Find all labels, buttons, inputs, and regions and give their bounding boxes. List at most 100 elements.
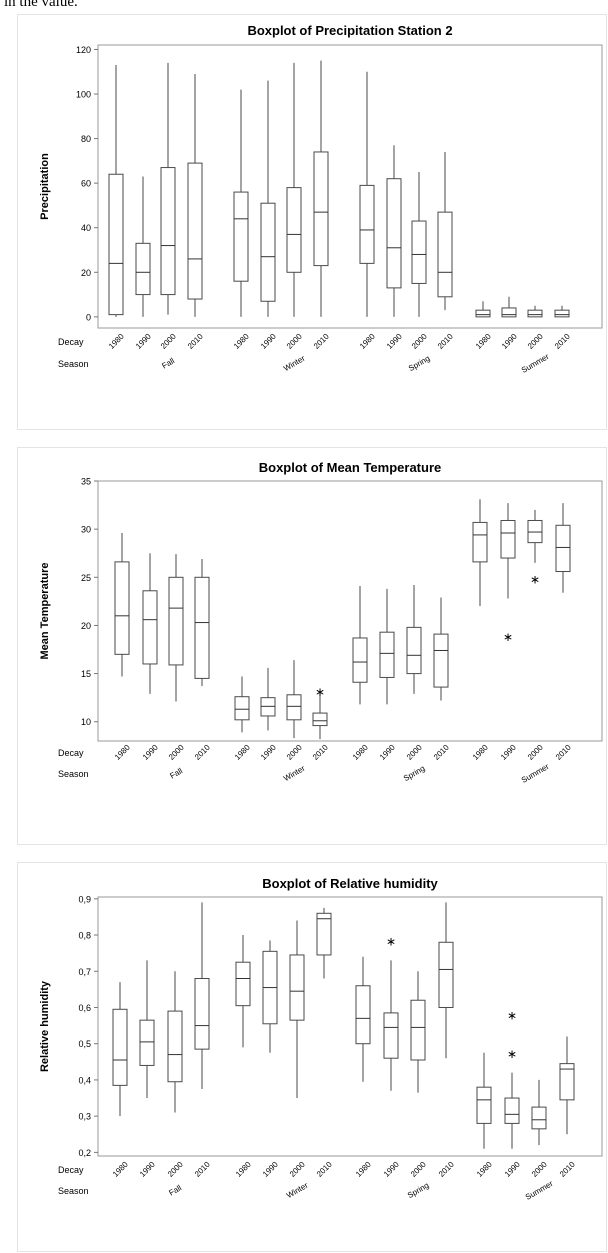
iqr-box xyxy=(500,519,516,559)
iqr-box xyxy=(437,211,453,298)
box-fall-1980 xyxy=(108,65,124,317)
decade-tick-label: 1990 xyxy=(141,742,160,761)
plot-area-frame xyxy=(97,896,603,1157)
box-summer-2000: ∗ xyxy=(527,509,543,586)
decade-tick-label: 1990 xyxy=(261,1159,280,1178)
iqr-box xyxy=(476,1086,492,1124)
iqr-box xyxy=(234,696,250,721)
y-tick-label: 0,7 xyxy=(78,967,91,977)
iqr-box xyxy=(352,637,368,683)
decade-tick-label: 2000 xyxy=(530,1159,549,1178)
box-winter-2010: ∗ xyxy=(312,685,328,740)
decade-tick-label: 1980 xyxy=(111,1159,130,1178)
plot-area-frame xyxy=(97,480,603,742)
iqr-box xyxy=(383,1012,399,1059)
iqr-box xyxy=(194,978,210,1050)
box-summer-2010 xyxy=(559,1036,575,1135)
box-summer-2000 xyxy=(531,1079,547,1146)
box-summer-1980 xyxy=(475,301,491,318)
decade-tick-label: 1980 xyxy=(232,331,251,350)
box-spring-1980 xyxy=(352,585,368,705)
decade-tick-label: 2010 xyxy=(432,742,451,761)
season-tick-label: Summer xyxy=(524,1179,555,1202)
box-fall-2000 xyxy=(167,971,183,1113)
decade-tick-label: 2010 xyxy=(186,331,205,350)
decade-tick-label: 1990 xyxy=(378,742,397,761)
season-tick-label: Summer xyxy=(520,762,551,785)
iqr-box xyxy=(531,1106,547,1130)
outlier-marker: ∗ xyxy=(386,934,396,948)
box-summer-2010 xyxy=(555,503,571,593)
humidity-boxplot: Boxplot of Relative humidity 0,2 0,3 0,4 0,5… xyxy=(39,876,603,1202)
y-tick-label: 10 xyxy=(81,717,91,727)
decade-tick-label: 1980 xyxy=(354,1159,373,1178)
iqr-box xyxy=(312,712,328,727)
decade-tick-label: 1990 xyxy=(500,331,519,350)
box-spring-1980 xyxy=(355,956,371,1082)
precipitation-boxplot: Boxplot of Precipitation Station 2 0 20 40 6… xyxy=(39,23,603,375)
iqr-box xyxy=(114,561,130,655)
season-tick-label: Fall xyxy=(168,766,184,780)
decade-tick-label: 2000 xyxy=(526,742,545,761)
outlier-marker: ∗ xyxy=(507,1009,517,1023)
decay-row-label: Decay xyxy=(58,748,84,758)
decade-tick-label: 1990 xyxy=(134,331,153,350)
season-tick-label: Spring xyxy=(406,1181,431,1200)
season-row-label: Season xyxy=(58,359,89,369)
iqr-box xyxy=(555,524,571,573)
box-winter-2000 xyxy=(286,660,302,739)
y-tick-label: 25 xyxy=(81,573,91,583)
box-fall-2010 xyxy=(194,902,210,1089)
iqr-box xyxy=(313,151,329,267)
iqr-box xyxy=(355,985,371,1045)
iqr-box xyxy=(406,626,422,675)
y-axis-label: Relative humidity xyxy=(39,980,51,1072)
decade-tick-label: 2000 xyxy=(288,1159,307,1178)
iqr-box xyxy=(160,167,176,296)
box-spring-2000 xyxy=(411,172,427,317)
decade-tick-label: 2000 xyxy=(409,1159,428,1178)
box-winter-2000 xyxy=(286,62,302,317)
decade-tick-label: 1980 xyxy=(471,742,490,761)
iqr-box xyxy=(501,307,517,318)
iqr-box xyxy=(411,220,427,284)
box-summer-2010 xyxy=(554,305,570,318)
iqr-box xyxy=(559,1063,575,1101)
decade-tick-label: 2000 xyxy=(285,331,304,350)
temperature-chart-panel: Boxplot of Mean Temperature 10 15 20 25 30 35 M… xyxy=(17,447,607,845)
box-winter-1990 xyxy=(260,667,276,731)
box-winter-1990 xyxy=(260,80,276,317)
box-winter-1980 xyxy=(233,89,249,317)
iqr-box xyxy=(139,1019,155,1066)
iqr-box xyxy=(527,309,543,318)
box-fall-1990 xyxy=(142,553,158,694)
y-tick-label: 20 xyxy=(81,621,91,631)
season-row-label: Season xyxy=(58,769,89,779)
decade-tick-label: 1980 xyxy=(475,1159,494,1178)
iqr-box xyxy=(167,1010,183,1083)
box-summer-1990: ∗ xyxy=(500,503,516,644)
box-spring-1990 xyxy=(379,588,395,705)
decade-tick-label: 2000 xyxy=(159,331,178,350)
iqr-box xyxy=(472,521,488,563)
decade-tick-label: 1990 xyxy=(499,742,518,761)
box-fall-2000 xyxy=(160,62,176,315)
precipitation-chart-panel: Boxplot of Precipitation Station 2 0 20 40 6… xyxy=(17,14,607,430)
iqr-box xyxy=(142,590,158,665)
decade-tick-label: 2000 xyxy=(167,742,186,761)
box-spring-2000 xyxy=(410,971,426,1093)
decade-tick-label: 1980 xyxy=(358,331,377,350)
iqr-box xyxy=(316,912,332,956)
y-tick-label: 0,3 xyxy=(78,1112,91,1122)
iqr-box xyxy=(289,954,305,1021)
box-summer-1980 xyxy=(476,1052,492,1149)
iqr-box xyxy=(386,178,402,289)
box-fall-2000 xyxy=(168,554,184,702)
decade-tick-label: 1980 xyxy=(474,331,493,350)
box-spring-1980 xyxy=(359,71,375,317)
box-fall-2010 xyxy=(187,73,203,317)
season-tick-label: Spring xyxy=(402,764,427,783)
iqr-box xyxy=(379,631,395,678)
box-spring-2010 xyxy=(437,151,453,311)
plot-area-frame xyxy=(97,44,603,329)
